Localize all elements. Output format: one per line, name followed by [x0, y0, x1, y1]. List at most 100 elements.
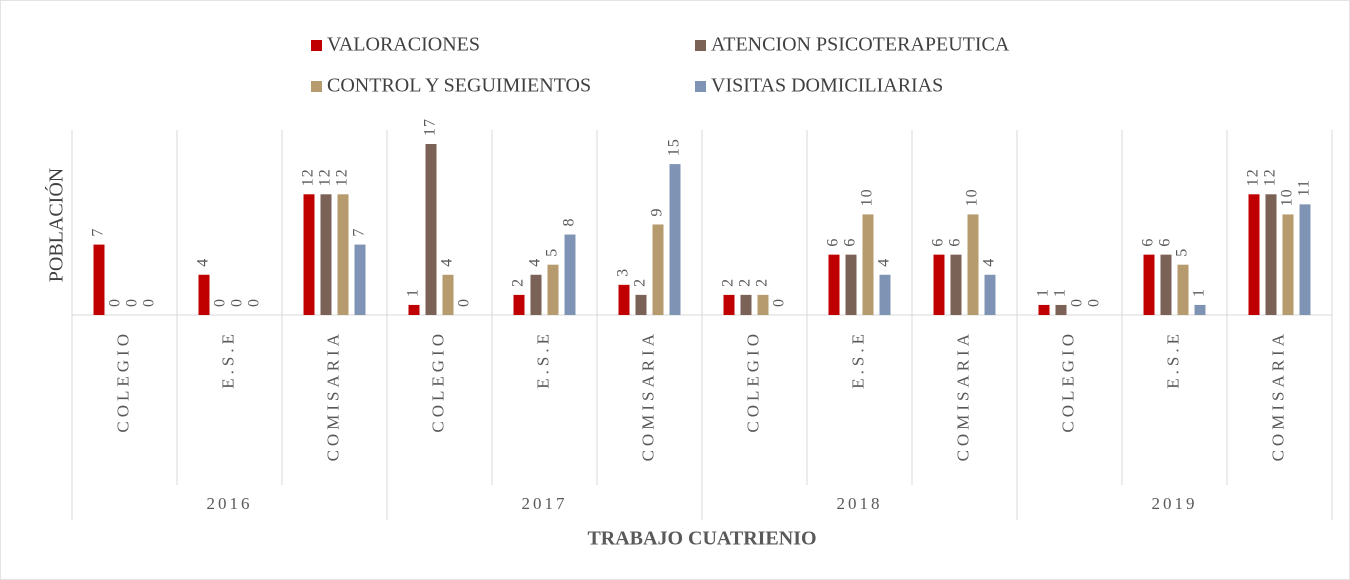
x-tick-label: COLEGIO	[743, 330, 762, 433]
data-label: 0	[1086, 298, 1103, 307]
bar	[513, 294, 525, 315]
data-label: 0	[141, 298, 158, 307]
bar	[530, 274, 542, 315]
bar	[635, 294, 647, 315]
bar	[442, 274, 454, 315]
x-tick-label: E.S.E	[218, 330, 237, 389]
bar	[723, 294, 735, 315]
data-label: 10	[964, 188, 981, 206]
data-label: 12	[1245, 168, 1262, 186]
bar	[618, 284, 630, 315]
bar	[669, 164, 681, 315]
y-axis-title: POBLACIÓN	[44, 168, 68, 282]
bar	[354, 244, 366, 315]
data-label: 12	[317, 168, 334, 186]
data-label: 4	[195, 258, 212, 267]
bar	[1160, 254, 1172, 315]
x-tick-label: COLEGIO	[1058, 330, 1077, 433]
bar	[1299, 204, 1311, 315]
legend-swatch	[695, 81, 706, 92]
data-label: 10	[859, 188, 876, 206]
bar	[757, 294, 769, 315]
data-label: 5	[544, 248, 561, 257]
data-label: 6	[842, 238, 859, 247]
bar	[408, 304, 420, 315]
bar	[845, 254, 857, 315]
bar	[198, 274, 210, 315]
group-label: 2018	[837, 494, 883, 513]
data-label: 6	[1157, 238, 1174, 247]
data-label: 6	[825, 238, 842, 247]
x-tick-label: COMISARIA	[953, 330, 972, 461]
legend-label: VISITAS DOMICILIARIAS	[711, 75, 943, 97]
data-label: 10	[1279, 188, 1296, 206]
bar	[652, 224, 664, 315]
group-label: 2017	[522, 494, 568, 513]
data-label: 4	[527, 258, 544, 267]
data-label: 3	[615, 268, 632, 277]
group-label: 2016	[207, 494, 253, 513]
x-tick-label: E.S.E	[848, 330, 867, 389]
data-label: 0	[246, 298, 263, 307]
data-label: 12	[300, 168, 317, 186]
data-label: 9	[649, 207, 666, 216]
bar	[862, 214, 874, 315]
data-label: 4	[981, 258, 998, 267]
legend-swatch	[311, 40, 322, 51]
bar	[1265, 194, 1277, 315]
x-tick-label: COMISARIA	[323, 330, 342, 461]
bar	[933, 254, 945, 315]
bar	[967, 214, 979, 315]
data-label: 1	[1052, 288, 1069, 297]
bar	[1282, 214, 1294, 315]
data-label: 7	[90, 228, 107, 237]
bar	[303, 194, 315, 315]
bar	[425, 144, 437, 315]
data-label: 2	[720, 278, 737, 287]
bar	[828, 254, 840, 315]
bar	[950, 254, 962, 315]
data-label: 6	[930, 238, 947, 247]
data-label: 0	[212, 298, 229, 307]
data-label: 6	[1140, 238, 1157, 247]
bar	[1038, 304, 1050, 315]
data-label: 2	[510, 278, 527, 287]
bar	[740, 294, 752, 315]
bar	[1143, 254, 1155, 315]
x-tick-label: COMISARIA	[1268, 330, 1287, 461]
bar	[564, 234, 576, 315]
bar	[984, 274, 996, 315]
data-label: 0	[107, 298, 124, 307]
data-label: 0	[771, 298, 788, 307]
data-label: 12	[1262, 168, 1279, 186]
x-axis-title: TRABAJO CUATRIENIO	[587, 528, 816, 550]
data-label: 1	[1191, 288, 1208, 297]
legend-swatch	[311, 81, 322, 92]
legend-swatch	[695, 40, 706, 51]
data-label: 2	[632, 278, 649, 287]
x-tick-label: E.S.E	[1163, 330, 1182, 389]
bar	[337, 194, 349, 315]
bar	[93, 244, 105, 315]
data-label: 11	[1296, 179, 1313, 196]
data-label: 2	[737, 278, 754, 287]
data-label: 15	[666, 138, 683, 156]
data-label: 1	[405, 288, 422, 297]
data-label: 0	[229, 298, 246, 307]
bar	[1055, 304, 1067, 315]
bar	[1248, 194, 1260, 315]
bar	[320, 194, 332, 315]
data-label: 4	[439, 258, 456, 267]
data-label: 8	[561, 218, 578, 227]
group-label: 2019	[1152, 494, 1198, 513]
data-label: 7	[351, 228, 368, 237]
data-label: 0	[124, 298, 141, 307]
data-label: 6	[947, 238, 964, 247]
data-label: 12	[334, 168, 351, 186]
data-label: 17	[422, 118, 439, 136]
data-label: 4	[876, 258, 893, 267]
data-label: 0	[456, 298, 473, 307]
data-label: 1	[1035, 288, 1052, 297]
x-tick-label: COLEGIO	[428, 330, 447, 433]
